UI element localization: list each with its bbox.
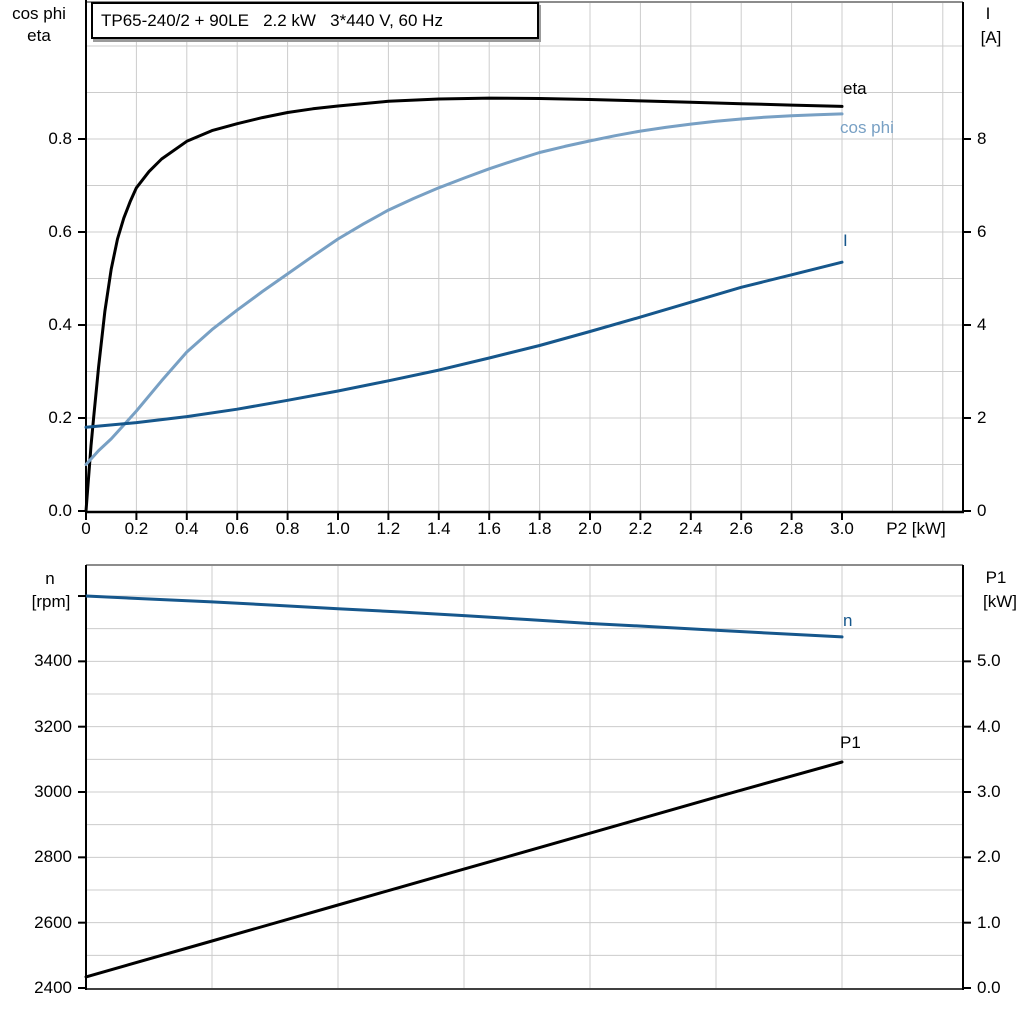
x-tick-label: 0 (81, 519, 91, 538)
x-tick-label: 3.0 (830, 519, 854, 538)
y-right-tick-label: 3.0 (977, 782, 1001, 801)
y-right-tick-label: 4 (977, 315, 987, 334)
y-left-tick-label: 3200 (34, 716, 72, 736)
curve-label-speed: n (843, 611, 853, 630)
y-left-tick-label: 0.8 (48, 129, 72, 148)
curve-P1 (84, 760, 844, 979)
x-tick-label: 0.8 (275, 519, 300, 538)
y-left-tick-label: 3000 (34, 782, 72, 801)
y-right-tick-label: 4.0 (977, 716, 1001, 736)
x-tick-label: 1.4 (426, 519, 451, 538)
y-right-tick-label: 6 (977, 222, 987, 241)
y-left-tick-label: 0.6 (48, 222, 72, 241)
x-tick-label: 2.0 (578, 519, 602, 538)
y-left-tick-label: 2600 (34, 912, 72, 932)
curve-label-cos-phi: cos phi (840, 118, 894, 137)
y-left-tick-label: 3400 (34, 651, 72, 671)
y-right-tick-label: 2 (977, 408, 987, 427)
y-right-tick-label: 5.0 (977, 651, 1001, 671)
y-right-tick-label: 8 (977, 129, 987, 148)
y-right-axis-title-line1: I (985, 4, 991, 23)
x-tick-label: 2.4 (678, 519, 703, 538)
chart-title-box: TP65-240/2 + 90LE 2.2 kW 3*440 V, 60 Hz (91, 2, 539, 39)
y-right-tick-label: 0 (977, 501, 987, 520)
x-tick-label: 0.6 (225, 519, 249, 538)
y-right-axis-title-line2-bottom: [kW] (983, 592, 1017, 611)
y-right-tick-label: 2.0 (977, 847, 1001, 867)
y-left-axis-title-line2: eta (27, 26, 51, 45)
y-right-axis-title-line1-bottom: P1 (985, 568, 1007, 587)
y-right-tick-label: 0.0 (977, 978, 1001, 997)
x-tick-label: 1.0 (326, 519, 350, 538)
y-left-tick-label: 0.0 (48, 501, 72, 520)
curve-cos-phi (84, 112, 844, 466)
y-left-tick-label: 0.2 (48, 408, 72, 427)
y-right-tick-label: 1.0 (977, 912, 1001, 932)
y-left-tick-label: 0.4 (48, 315, 72, 334)
x-tick-label: 2.8 (779, 519, 804, 538)
x-tick-label: 1.2 (376, 519, 401, 538)
x-tick-label: 2.2 (628, 519, 653, 538)
curve-n (84, 594, 844, 639)
curve-label-eta: eta (843, 79, 867, 98)
x-tick-label: 2.6 (729, 519, 753, 538)
y-left-axis-title-line2-bottom: [rpm] (31, 592, 71, 611)
y-left-axis-title-line1-bottom: n (45, 569, 55, 588)
y-left-axis-title-line1: cos phi (12, 4, 66, 23)
x-tick-label: 0.4 (174, 519, 199, 538)
curve-eta (84, 96, 844, 513)
curve-label-current: I (843, 231, 848, 250)
y-right-axis-title-line2: [A] (980, 28, 1002, 47)
x-axis-title: P2 [kW] (886, 519, 946, 538)
x-tick-label: 1.8 (527, 519, 552, 538)
curve-label-input-power: P1 (840, 733, 861, 752)
y-left-tick-label: 2800 (34, 847, 72, 867)
y-left-tick-label: 2400 (34, 978, 72, 997)
x-tick-label: 1.6 (477, 519, 501, 538)
x-tick-label: 0.2 (124, 519, 149, 538)
curve-I (84, 260, 844, 429)
